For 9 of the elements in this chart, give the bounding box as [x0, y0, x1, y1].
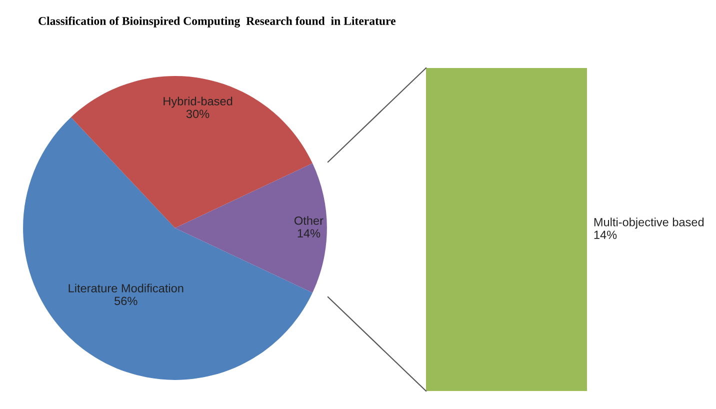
data-label: 30% [186, 110, 210, 118]
data-label: 14% [298, 229, 320, 238]
slice-label: Hybrid-based [164, 96, 232, 108]
category-label: Multi-objective based [594, 218, 704, 229]
slice-label: Literature Modification [68, 284, 184, 292]
data-label: 56% [114, 296, 138, 306]
slice-label: Other [294, 216, 324, 225]
data-label: 14% [594, 230, 617, 239]
chart-title: Classification of Bioinspired Computing Research found in Literature [38, 16, 396, 28]
